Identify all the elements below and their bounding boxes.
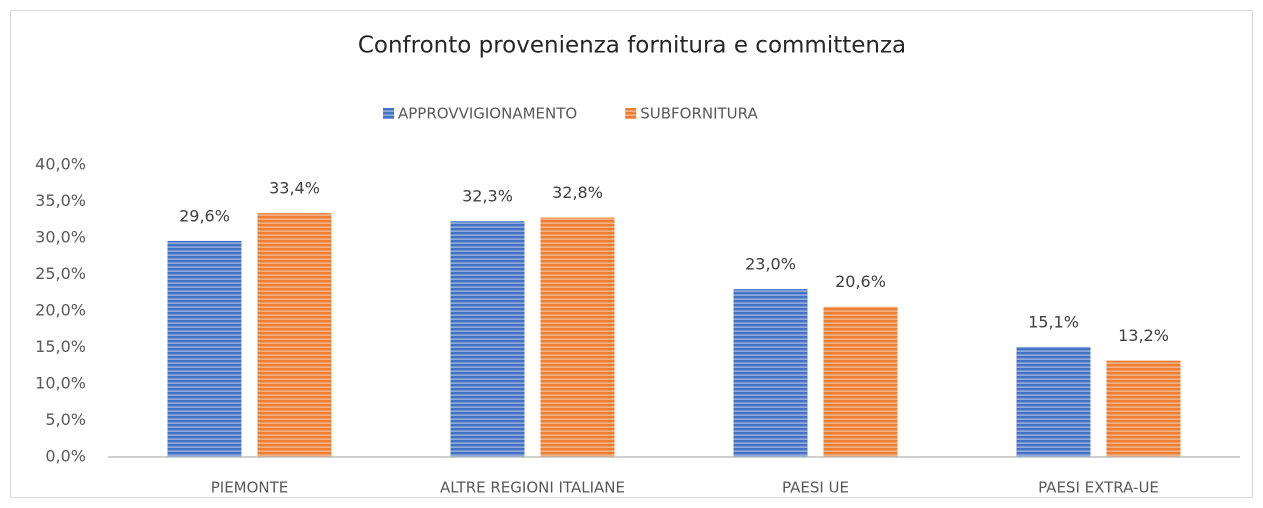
y-tick-label: 15,0% (35, 337, 86, 356)
bar (540, 217, 615, 457)
y-tick-label: 10,0% (35, 374, 86, 393)
x-tick-label: PAESI EXTRA-UE (1038, 479, 1159, 497)
y-tick-label: 40,0% (35, 155, 86, 174)
x-tick-label: ALTRE REGIONI ITALIANE (440, 479, 625, 497)
bar (733, 289, 808, 457)
value-label: 33,4% (269, 179, 320, 198)
value-label: 20,6% (835, 272, 886, 291)
value-label: 32,3% (462, 187, 513, 206)
value-label: 13,2% (1118, 326, 1169, 345)
x-tick-label: PIEMONTE (211, 479, 289, 497)
y-tick-label: 35,0% (35, 191, 86, 210)
value-label: 15,1% (1028, 312, 1079, 331)
y-tick-label: 30,0% (35, 228, 86, 247)
bar (167, 240, 242, 457)
x-tick-label: PAESI UE (782, 479, 849, 497)
bar (450, 221, 525, 457)
value-label: 32,8% (552, 183, 603, 202)
y-tick-label: 0,0% (45, 447, 86, 466)
bar (1106, 360, 1181, 457)
value-label: 23,0% (745, 255, 796, 274)
y-tick-label: 25,0% (35, 264, 86, 283)
chart-title: Confronto provenienza fornitura e commit… (358, 33, 906, 59)
bar (257, 213, 332, 457)
legend-label: APPROVVIGIONAMENTO (398, 105, 577, 123)
bar (1016, 346, 1091, 457)
legend-swatch (625, 108, 637, 119)
legend-label: SUBFORNITURA (640, 105, 758, 123)
y-tick-label: 20,0% (35, 301, 86, 320)
legend-swatch (383, 108, 394, 119)
value-label: 29,6% (179, 206, 230, 225)
bar (823, 306, 898, 457)
y-tick-label: 5,0% (45, 410, 86, 429)
